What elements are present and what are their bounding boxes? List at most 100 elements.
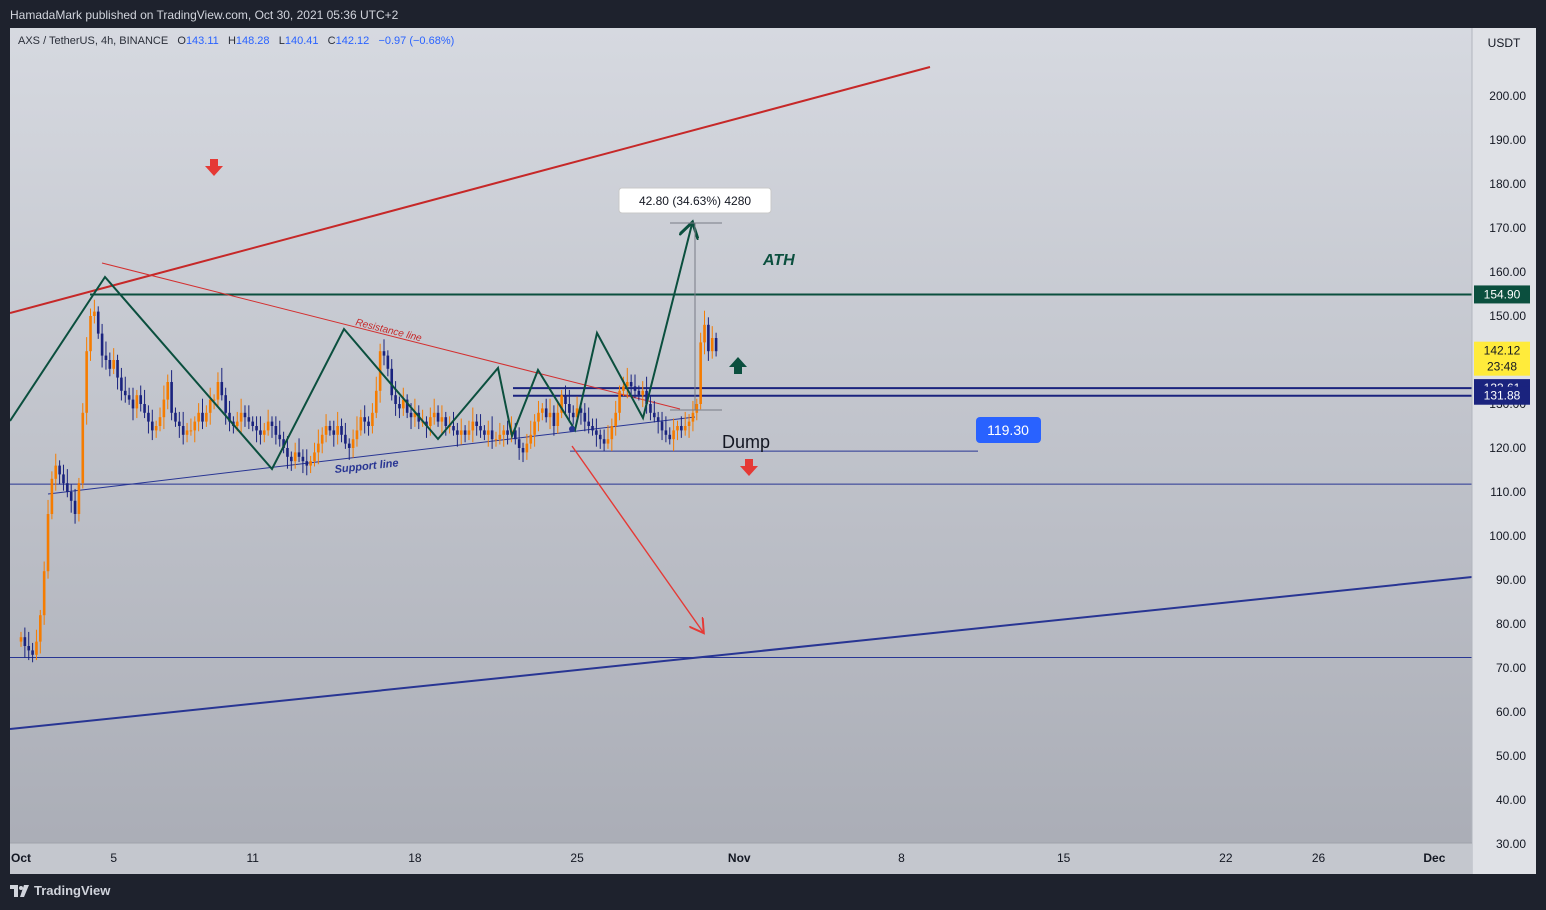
support-line: [47, 416, 696, 495]
candle-body: [394, 395, 397, 404]
candle-body: [69, 492, 73, 501]
candle-body: [429, 417, 432, 426]
candle-body: [556, 412, 560, 426]
down-arrow-icon: [205, 159, 223, 176]
candle-body: [405, 399, 409, 413]
symbol-name: AXS / TetherUS, 4h, BINANCE: [18, 35, 169, 47]
candle-body: [525, 443, 529, 453]
candle-body: [703, 324, 706, 343]
candle-body: [127, 395, 131, 400]
candle-body: [413, 412, 417, 418]
candle-body: [699, 342, 702, 404]
x-tick-label: 5: [110, 851, 117, 865]
candle-body: [340, 426, 343, 435]
high-value: 148.28: [235, 35, 270, 47]
candle-body: [502, 430, 506, 435]
tradingview-icon: [10, 884, 29, 897]
publisher-bar: HamadaMark published on TradingView.com,…: [0, 0, 1546, 28]
candle-body: [359, 417, 363, 431]
candle-body: [656, 417, 660, 422]
candle-body: [641, 390, 645, 396]
close-value: 142.12: [335, 35, 370, 47]
pivot-dot: [569, 426, 575, 432]
candle-body: [170, 382, 173, 413]
y-tick-label: 40.00: [1496, 793, 1526, 807]
candle-body: [614, 412, 617, 426]
candle-body: [201, 412, 204, 422]
resistance-line: [101, 262, 681, 410]
candle-body: [374, 390, 378, 413]
candle-body: [618, 390, 621, 413]
candle-body: [680, 426, 683, 431]
candle-body: [513, 430, 517, 440]
candle-body: [135, 395, 139, 409]
candle-body: [533, 421, 536, 435]
candle-body: [687, 421, 691, 426]
candle-body: [602, 439, 606, 444]
open-label: O: [177, 35, 186, 47]
candle-body: [587, 421, 590, 426]
upper-channel-line: [10, 66, 931, 314]
candle-body: [336, 426, 339, 435]
candle-body: [664, 430, 668, 435]
candle-body: [367, 421, 370, 426]
candle-body: [185, 430, 189, 435]
candle-body: [363, 417, 366, 422]
candle-body: [506, 430, 509, 435]
candle-body: [521, 448, 525, 453]
price-axis-label: 154.90: [1484, 287, 1521, 301]
high-label: H: [227, 35, 236, 47]
candle-body: [537, 412, 540, 422]
candle-body: [293, 452, 297, 462]
candle-body: [386, 355, 390, 369]
low-value: 140.41: [284, 35, 319, 47]
candle-body: [483, 430, 486, 435]
candle-body: [93, 311, 96, 316]
candle-body: [637, 390, 641, 396]
candle-body: [653, 412, 656, 418]
level-tag-text: 119.30: [987, 422, 1029, 438]
candle-body: [27, 646, 31, 651]
candle-body: [50, 478, 54, 514]
x-tick-label: Dec: [1423, 851, 1445, 865]
candle-body: [571, 412, 575, 418]
x-tick-label: Oct: [11, 851, 31, 865]
candle-body: [158, 417, 162, 426]
candle-body: [332, 430, 336, 435]
candle-body: [154, 426, 158, 431]
candle-body: [181, 426, 185, 435]
candle-body: [463, 430, 467, 435]
price-axis-label: 142.12: [1484, 344, 1521, 358]
candle-body: [286, 448, 289, 457]
dump-arrow: [571, 445, 703, 632]
candle-body: [89, 316, 92, 352]
candle-body: [147, 412, 150, 422]
candle-body: [251, 421, 254, 426]
candle-body: [73, 500, 77, 514]
candle-body: [23, 637, 27, 646]
candle-body: [274, 426, 278, 435]
x-tick-label: 15: [1057, 851, 1071, 865]
x-tick-label: 25: [570, 851, 584, 865]
candle-body: [278, 434, 282, 440]
y-tick-label: 180.00: [1489, 177, 1526, 191]
candle-body: [324, 426, 328, 435]
candle-body: [347, 443, 351, 448]
price-axis: [1472, 28, 1536, 874]
tradingview-logo[interactable]: TradingView: [10, 883, 110, 898]
candle-body: [672, 430, 675, 440]
candle-body: [120, 377, 123, 391]
symbol-legend[interactable]: AXS / TetherUS, 4h, BINANCE O143.11 H148…: [18, 35, 454, 47]
candle-body: [317, 443, 320, 453]
candle-body: [498, 434, 502, 440]
price-axis-sublabel: 23:48: [1487, 360, 1517, 374]
candle-body: [270, 421, 274, 426]
candle-body: [189, 430, 193, 432]
y-tick-label: 60.00: [1496, 705, 1526, 719]
candle-body: [328, 426, 332, 431]
candle-body: [351, 439, 355, 448]
candle-body: [390, 368, 394, 396]
x-tick-label: Nov: [728, 851, 751, 865]
x-tick-label: 8: [898, 851, 905, 865]
